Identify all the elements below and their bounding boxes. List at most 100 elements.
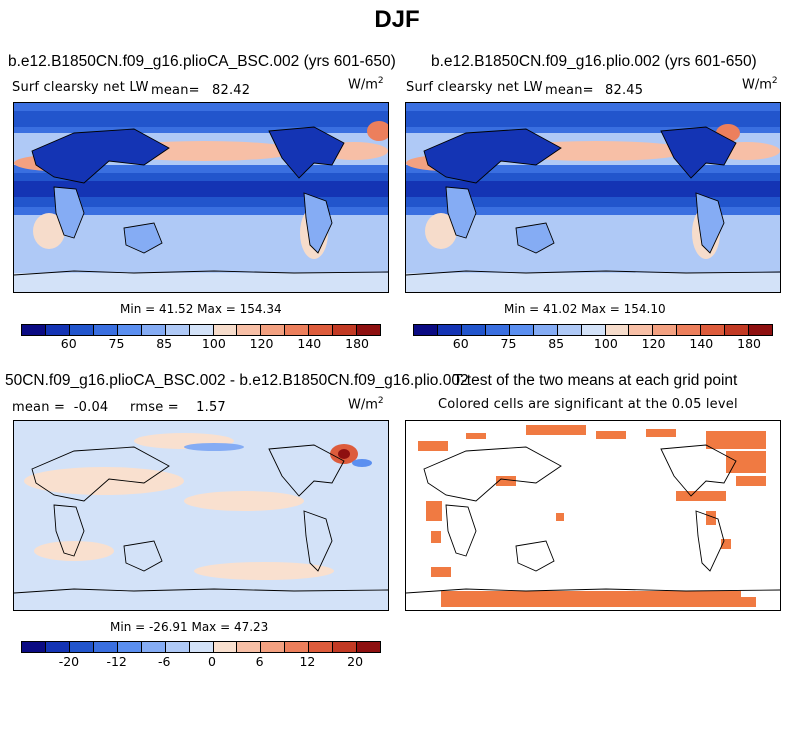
colorbar-tick-label: 85	[548, 336, 565, 351]
panel3-map-svg	[14, 421, 388, 610]
panel4-coastlines	[406, 444, 780, 594]
colorbar-tick-label: 20	[347, 654, 364, 669]
panel1-case-title: b.e12.B1850CN.f09_g16.plioCA_BSC.002 (yr…	[8, 53, 396, 70]
colorbar-tick-label: -6	[157, 654, 171, 669]
colorbar-tick-label: 120	[641, 336, 666, 351]
panel1-colorbar	[21, 324, 381, 336]
panel2-case-title: b.e12.B1850CN.f09_g16.plio.002 (yrs 601-…	[431, 53, 757, 70]
panel2-colorbar	[413, 324, 773, 336]
colorbar-swatch	[485, 325, 510, 335]
colorbar-swatch	[141, 642, 166, 652]
figure-title: DJF	[374, 6, 420, 33]
panel1-variable-label: Surf clearsky net LW	[12, 80, 149, 95]
significant-cell	[466, 433, 486, 439]
colorbar-swatch	[189, 642, 214, 652]
colorbar-swatch	[701, 325, 726, 335]
significant-cell	[736, 476, 766, 486]
significant-cell	[426, 501, 442, 521]
significant-cell	[431, 531, 441, 543]
significant-cell	[526, 425, 586, 435]
colorbar-tick-label: 12	[299, 654, 316, 669]
colorbar-swatch	[165, 642, 190, 652]
colorbar-swatch	[677, 325, 702, 335]
colorbar-tick-label: 6	[255, 654, 264, 669]
colorbar-tick-label: 75	[500, 336, 517, 351]
significant-cell	[721, 539, 731, 549]
colorbar-swatch	[93, 642, 118, 652]
panel2-map-svg	[406, 103, 780, 292]
colorbar-swatch	[581, 325, 606, 335]
colorbar-tick-label: 60	[452, 336, 469, 351]
colorbar-swatch	[93, 325, 118, 335]
significant-cell	[496, 476, 516, 486]
significant-cell	[706, 431, 766, 449]
panel2-variable-label: Surf clearsky net LW	[406, 80, 543, 95]
panel2-map	[405, 102, 781, 293]
significant-cell	[706, 511, 716, 525]
significant-cell	[726, 451, 766, 473]
colorbar-swatch	[437, 325, 462, 335]
panel3-stats: mean = -0.04 rmse = 1.57	[12, 400, 226, 415]
colorbar-swatch	[605, 325, 630, 335]
colorbar-swatch	[261, 325, 286, 335]
panel1-units: W/m2	[348, 76, 384, 93]
panel1-minmax: Min = 41.52 Max = 154.34	[120, 302, 282, 316]
colorbar-swatch	[45, 325, 70, 335]
colorbar-swatch	[309, 642, 334, 652]
colorbar-tick-label: 0	[207, 654, 216, 669]
colorbar-tick-label: -20	[58, 654, 80, 669]
significant-cell	[636, 597, 756, 607]
colorbar-swatch	[285, 325, 310, 335]
panel2-mean-label: mean=	[545, 83, 594, 98]
colorbar-swatch	[237, 325, 262, 335]
colorbar-swatch	[533, 325, 558, 335]
panel4-map-svg	[406, 421, 780, 610]
colorbar-tick-label: 120	[249, 336, 274, 351]
panel4-subtitle: Colored cells are significant at the 0.0…	[438, 397, 738, 412]
significant-cell	[676, 491, 726, 501]
panel1-colorbar-ticks: 60 75 85 100 120 140 180	[0, 336, 794, 352]
panel1-coastlines	[14, 126, 388, 276]
colorbar-swatch	[414, 325, 438, 335]
panel1-map	[13, 102, 389, 293]
panel3-coastlines	[14, 444, 388, 594]
colorbar-swatch	[461, 325, 486, 335]
colorbar-tick-label: -12	[106, 654, 127, 669]
panel1-mean-value: 82.42	[212, 83, 251, 98]
panel1-mean-label: mean=	[151, 83, 200, 98]
colorbar-swatch	[213, 642, 238, 652]
colorbar-tick-label: 75	[108, 336, 125, 351]
colorbar-swatch	[261, 642, 286, 652]
colorbar-swatch	[117, 642, 142, 652]
colorbar-tick-label: 140	[689, 336, 714, 351]
panel2-units: W/m2	[742, 76, 778, 93]
colorbar-swatch	[69, 642, 94, 652]
colorbar-swatch	[333, 325, 358, 335]
panel2-minmax: Min = 41.02 Max = 154.10	[504, 302, 666, 316]
colorbar-swatch	[22, 325, 46, 335]
panel4-map	[405, 420, 781, 611]
panel3-colorbar-ticks: -20 -12 -6 0 6 12 20	[0, 654, 794, 670]
colorbar-swatch	[357, 642, 381, 652]
colorbar-swatch	[509, 325, 534, 335]
colorbar-swatch	[629, 325, 654, 335]
colorbar-tick-label: 180	[737, 336, 761, 351]
significant-cell	[646, 429, 676, 437]
colorbar-tick-label: 100	[201, 336, 226, 351]
colorbar-swatch	[189, 325, 214, 335]
panel3-map	[13, 420, 389, 611]
colorbar-swatch	[141, 325, 166, 335]
panel1-map-svg	[14, 103, 388, 292]
colorbar-tick-label: 180	[345, 336, 369, 351]
colorbar-swatch	[285, 642, 310, 652]
panel4-title: T-test of the two means at each grid poi…	[453, 372, 738, 389]
panel4-significant-cells	[418, 425, 766, 607]
colorbar-swatch	[213, 325, 238, 335]
colorbar-tick-label: 85	[156, 336, 173, 351]
significant-cell	[418, 441, 448, 451]
colorbar-tick-label: 140	[297, 336, 322, 351]
panel3-units: W/m2	[348, 396, 384, 413]
significant-cell	[556, 513, 564, 521]
colorbar-tick-label: 100	[593, 336, 618, 351]
colorbar-swatch	[22, 642, 46, 652]
